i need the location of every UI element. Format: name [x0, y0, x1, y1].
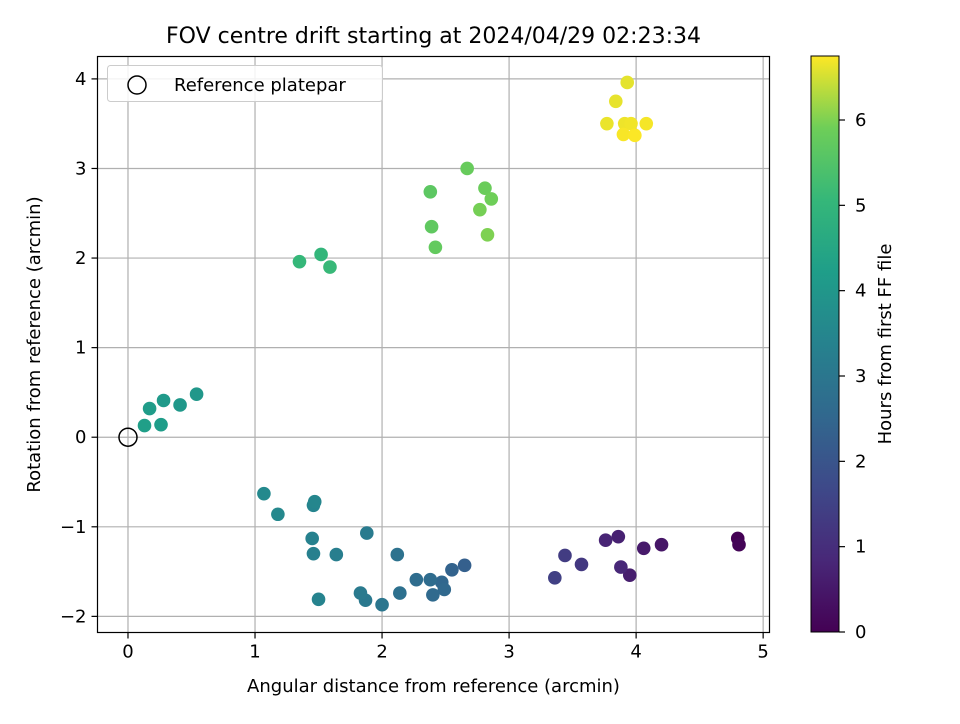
- data-point: [600, 116, 614, 131]
- data-point: [598, 533, 613, 548]
- data-point: [360, 526, 374, 540]
- data-point: [426, 588, 440, 602]
- x-tick-label: 5: [757, 642, 768, 663]
- y-tick-label: −1: [60, 517, 87, 538]
- colorbar-label: Hours from first FF file: [875, 244, 896, 445]
- data-point: [624, 116, 638, 131]
- x-tick-label: 3: [503, 642, 514, 663]
- data-point: [437, 582, 452, 597]
- data-point: [390, 547, 405, 562]
- y-tick-label: 0: [75, 427, 86, 448]
- y-tick-label: −2: [60, 606, 87, 627]
- data-point: [574, 557, 589, 572]
- y-tick-label: 1: [75, 338, 86, 359]
- data-point: [614, 560, 628, 574]
- colorbar-tick-label: 1: [855, 537, 866, 558]
- data-point: [478, 181, 492, 195]
- x-tick-label: 2: [376, 642, 387, 663]
- data-point: [173, 398, 187, 412]
- data-point: [393, 586, 407, 600]
- data-point: [622, 568, 637, 582]
- data-point: [457, 558, 472, 573]
- colorbar: 0 1 2 3 4 5 6 Hours from first FF file: [810, 55, 896, 643]
- data-point: [323, 260, 337, 274]
- data-point: [257, 486, 271, 501]
- x-axis-label: Angular distance from reference (arcmin): [247, 676, 620, 697]
- data-point: [314, 247, 328, 262]
- y-axis-ticks: −2 −1 0 1 2 3 4: [60, 69, 98, 627]
- data-point: [292, 254, 307, 269]
- data-point: [156, 393, 171, 408]
- colorbar-gradient: [810, 55, 840, 633]
- data-point: [639, 116, 654, 131]
- data-point: [423, 572, 438, 587]
- colorbar-tick-label: 5: [855, 195, 866, 216]
- data-point: [311, 592, 326, 607]
- data-point: [154, 417, 168, 432]
- legend-open-circle-icon: [127, 75, 147, 95]
- x-tick-label: 1: [249, 642, 260, 663]
- grid: [97, 56, 770, 633]
- data-point: [137, 418, 152, 433]
- reference-platepar-marker: [118, 427, 138, 447]
- data-points: [137, 75, 746, 612]
- data-point: [616, 127, 631, 142]
- data-point: [558, 548, 572, 563]
- data-point: [732, 537, 746, 552]
- data-point: [445, 562, 459, 577]
- colorbar-tick-label: 3: [855, 366, 866, 387]
- data-point: [329, 547, 344, 562]
- data-point: [480, 227, 495, 242]
- data-point: [608, 94, 623, 109]
- data-point: [142, 401, 157, 416]
- data-point: [460, 161, 474, 176]
- data-point: [423, 184, 438, 199]
- data-point: [424, 219, 439, 234]
- data-point: [654, 537, 669, 552]
- data-point: [409, 572, 424, 587]
- data-point: [636, 541, 651, 556]
- legend-box: [107, 65, 383, 102]
- x-tick-label: 0: [122, 642, 133, 663]
- data-point: [375, 597, 389, 612]
- colorbar-ticks: 0 1 2 3 4 5 6: [839, 110, 866, 643]
- colorbar-tick-label: 4: [855, 281, 866, 302]
- data-point: [620, 75, 635, 90]
- y-tick-label: 3: [75, 158, 86, 179]
- data-point: [611, 529, 626, 544]
- data-point: [307, 494, 322, 509]
- data-point: [305, 531, 319, 546]
- x-axis-ticks: 0 1 2 3 4 5: [122, 632, 769, 663]
- legend: Reference platepar: [107, 65, 383, 102]
- data-point: [484, 192, 499, 206]
- data-point: [353, 586, 368, 600]
- data-point: [473, 202, 487, 217]
- data-point: [189, 387, 204, 402]
- chart-title: FOV centre drift starting at 2024/04/29 …: [166, 24, 701, 49]
- plot-frame: [96, 55, 771, 634]
- y-axis-label: Rotation from reference (arcmin): [24, 196, 45, 492]
- data-point: [628, 128, 642, 143]
- data-point: [548, 571, 562, 585]
- colorbar-tick-label: 2: [855, 451, 866, 472]
- colorbar-tick-label: 0: [855, 622, 866, 643]
- data-point: [428, 240, 443, 255]
- x-tick-label: 4: [630, 642, 641, 663]
- y-tick-label: 4: [75, 69, 86, 90]
- colorbar-tick-label: 6: [855, 110, 866, 131]
- data-point: [271, 507, 285, 522]
- data-point: [306, 546, 321, 561]
- y-tick-label: 2: [75, 248, 86, 269]
- legend-entry-label: Reference platepar: [174, 75, 346, 96]
